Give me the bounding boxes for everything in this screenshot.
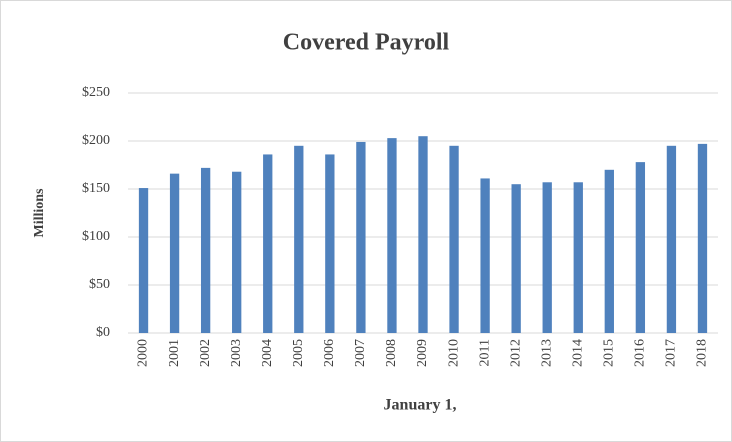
bar: [604, 169, 614, 333]
x-tick-label: 2010: [446, 339, 461, 367]
x-tick-label: 2008: [384, 339, 399, 367]
chart-title: Covered Payroll: [283, 30, 450, 56]
x-tick-label: 2002: [198, 339, 213, 367]
x-tick-label: 2003: [229, 339, 244, 367]
y-tick-label: $100: [82, 229, 110, 244]
bar: [232, 171, 242, 333]
bar: [263, 154, 273, 333]
x-tick-label: 2005: [291, 339, 306, 367]
bar: [573, 182, 583, 333]
y-tick-label: $50: [89, 277, 110, 292]
bar: [635, 162, 646, 333]
x-tick-label: 2000: [136, 339, 151, 367]
y-tick-label: $0: [96, 325, 110, 340]
y-axis-label: Millions: [32, 188, 47, 238]
bar: [356, 141, 366, 333]
y-tick-label: $150: [82, 181, 110, 196]
x-tick-label: 2009: [415, 339, 430, 367]
bar: [138, 188, 149, 333]
x-tick-label: 2017: [664, 339, 679, 367]
x-tick-label: 2012: [508, 339, 523, 367]
x-tick-label: 2001: [167, 339, 182, 367]
bar: [325, 154, 335, 333]
x-tick-label: 2011: [477, 339, 492, 366]
x-tick-label: 2016: [633, 339, 648, 367]
y-tick-label: $200: [82, 133, 110, 148]
bar: [666, 145, 677, 333]
x-tick-label: 2014: [570, 339, 585, 367]
bar: [169, 173, 180, 333]
bar: [387, 138, 397, 333]
y-tick-label: $250: [82, 85, 110, 100]
bar: [697, 143, 708, 333]
x-tick-label: 2007: [353, 339, 368, 367]
bar: [200, 167, 211, 333]
bar: [511, 184, 521, 333]
bar: [418, 136, 428, 333]
x-tick-label: 2015: [602, 339, 617, 367]
x-tick-label: 2006: [322, 339, 337, 367]
bar: [294, 145, 304, 333]
x-tick-label: 2013: [539, 339, 554, 367]
bar: [542, 182, 552, 333]
bar: [449, 145, 459, 333]
x-axis-label: January 1,: [384, 397, 457, 414]
x-tick-label: 2018: [695, 339, 710, 367]
x-tick-label: 2004: [260, 339, 275, 367]
bar: [480, 178, 490, 333]
